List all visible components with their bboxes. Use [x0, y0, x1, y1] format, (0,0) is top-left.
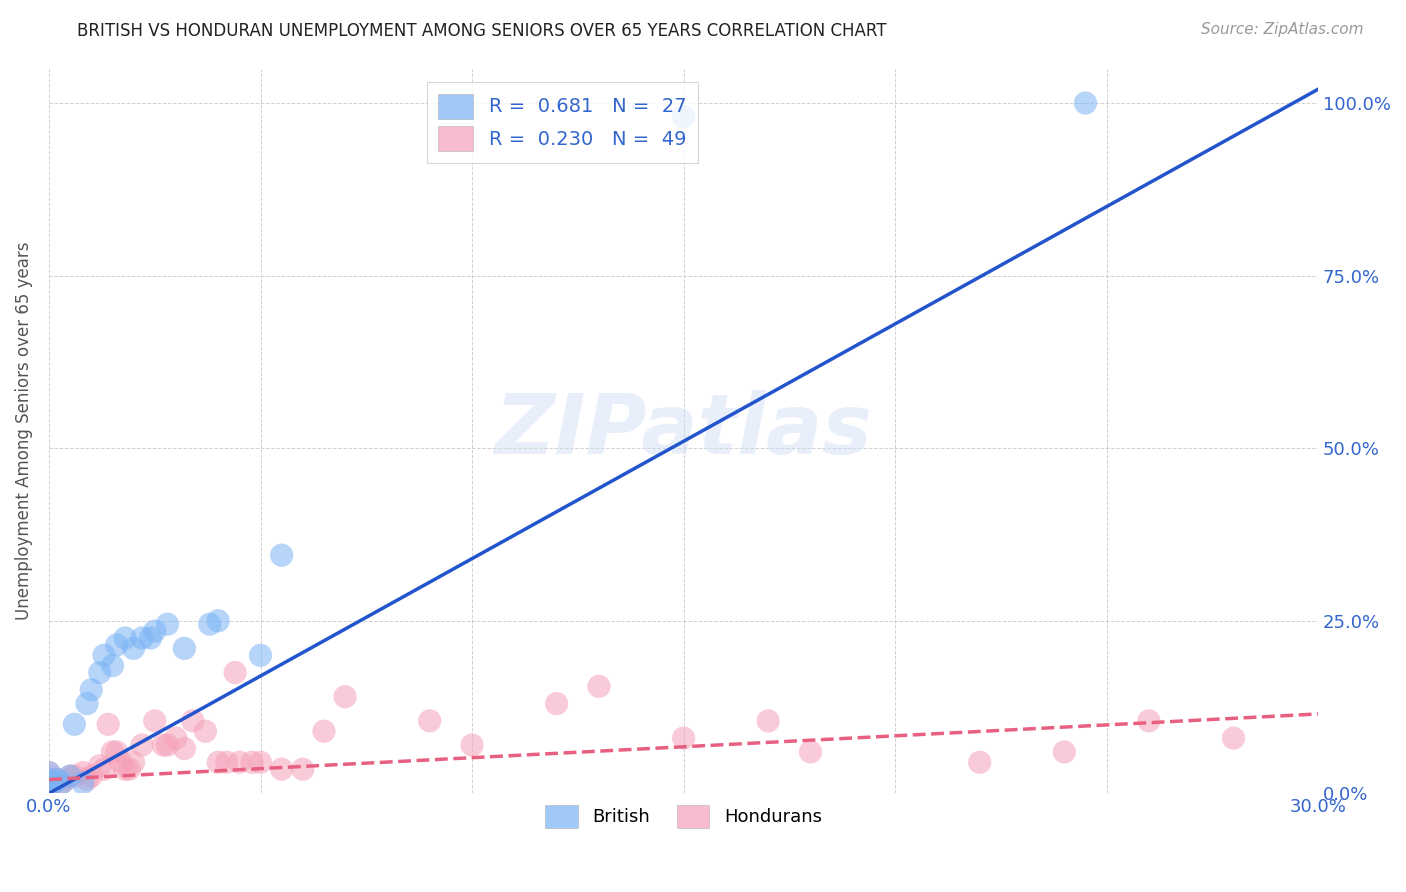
Point	[173, 741, 195, 756]
Point	[419, 714, 441, 728]
Point	[969, 756, 991, 770]
Point	[122, 641, 145, 656]
Point	[139, 631, 162, 645]
Point	[546, 697, 568, 711]
Point	[63, 717, 86, 731]
Point	[165, 731, 187, 745]
Point	[59, 769, 82, 783]
Point	[1053, 745, 1076, 759]
Point	[799, 745, 821, 759]
Point	[756, 714, 779, 728]
Point	[80, 682, 103, 697]
Point	[105, 745, 128, 759]
Point	[105, 638, 128, 652]
Point	[672, 731, 695, 745]
Point	[72, 776, 94, 790]
Point	[173, 641, 195, 656]
Point	[461, 738, 484, 752]
Point	[588, 679, 610, 693]
Legend: British, Hondurans: British, Hondurans	[538, 797, 830, 835]
Point	[38, 765, 60, 780]
Point	[93, 762, 115, 776]
Point	[207, 614, 229, 628]
Point	[249, 648, 271, 663]
Point	[249, 756, 271, 770]
Point	[240, 756, 263, 770]
Point	[55, 772, 77, 787]
Point	[291, 762, 314, 776]
Point	[152, 738, 174, 752]
Point	[672, 110, 695, 124]
Point	[101, 658, 124, 673]
Point	[114, 762, 136, 776]
Point	[228, 756, 250, 770]
Point	[42, 776, 65, 790]
Point	[51, 776, 73, 790]
Point	[1074, 96, 1097, 111]
Point	[76, 772, 98, 787]
Point	[101, 745, 124, 759]
Point	[51, 776, 73, 790]
Point	[194, 724, 217, 739]
Point	[181, 714, 204, 728]
Point	[76, 697, 98, 711]
Point	[97, 717, 120, 731]
Point	[38, 765, 60, 780]
Point	[93, 648, 115, 663]
Y-axis label: Unemployment Among Seniors over 65 years: Unemployment Among Seniors over 65 years	[15, 242, 32, 620]
Point	[63, 769, 86, 783]
Point	[80, 769, 103, 783]
Text: BRITISH VS HONDURAN UNEMPLOYMENT AMONG SENIORS OVER 65 YEARS CORRELATION CHART: BRITISH VS HONDURAN UNEMPLOYMENT AMONG S…	[77, 22, 887, 40]
Point	[207, 756, 229, 770]
Point	[131, 631, 153, 645]
Point	[42, 776, 65, 790]
Point	[198, 617, 221, 632]
Point	[72, 765, 94, 780]
Point	[1137, 714, 1160, 728]
Point	[143, 714, 166, 728]
Point	[224, 665, 246, 680]
Point	[270, 548, 292, 562]
Point	[1222, 731, 1244, 745]
Point	[114, 631, 136, 645]
Point	[110, 756, 132, 770]
Point	[59, 769, 82, 783]
Point	[46, 772, 69, 787]
Text: ZIPatlas: ZIPatlas	[495, 391, 873, 472]
Point	[312, 724, 335, 739]
Point	[118, 762, 141, 776]
Point	[89, 665, 111, 680]
Point	[156, 738, 179, 752]
Point	[156, 617, 179, 632]
Point	[38, 772, 60, 787]
Point	[270, 762, 292, 776]
Point	[215, 756, 238, 770]
Point	[131, 738, 153, 752]
Point	[122, 756, 145, 770]
Point	[143, 624, 166, 639]
Point	[38, 772, 60, 787]
Point	[333, 690, 356, 704]
Text: Source: ZipAtlas.com: Source: ZipAtlas.com	[1201, 22, 1364, 37]
Point	[46, 772, 69, 787]
Point	[89, 758, 111, 772]
